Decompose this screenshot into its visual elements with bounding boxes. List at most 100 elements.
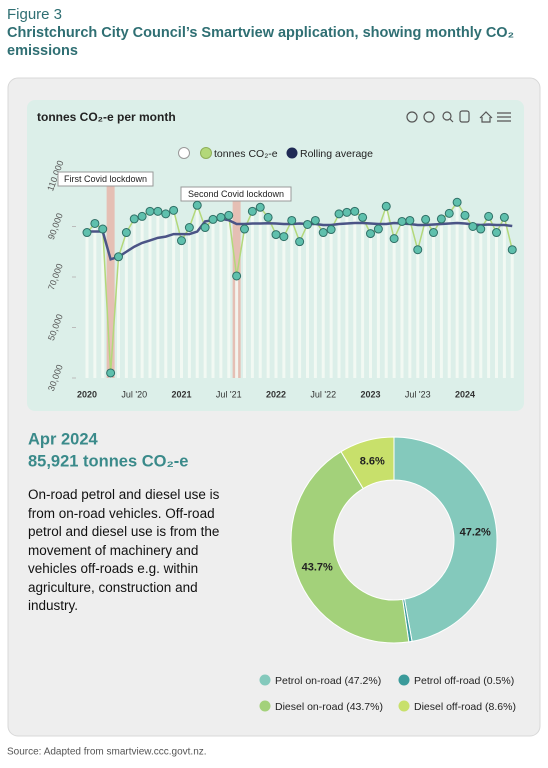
x-tick-label: 2024	[455, 389, 475, 399]
bar	[298, 241, 302, 378]
data-point	[421, 214, 431, 224]
source: Source: Adapted from smartview.ccc.govt.…	[7, 747, 207, 758]
bar	[313, 220, 317, 378]
x-tick-label: Jul '20	[121, 389, 147, 399]
bar	[266, 217, 270, 378]
data-point	[247, 206, 257, 216]
x-tick-label: 2022	[266, 389, 286, 399]
bar	[290, 220, 294, 378]
bar	[148, 211, 152, 378]
data-point	[366, 229, 375, 239]
data-point	[310, 215, 320, 225]
data-point	[429, 228, 438, 238]
bar	[345, 212, 349, 378]
data-point	[121, 228, 131, 238]
legend-label: Diesel off-road (8.6%)	[414, 701, 516, 713]
slice-label: 8.6%	[360, 455, 385, 467]
description: On-road petrol and diesel use is from on…	[28, 487, 220, 613]
chart-title: tonnes CO₂-e per month	[37, 110, 176, 124]
bar	[243, 229, 246, 378]
bar	[439, 218, 443, 378]
donut-slice	[393, 436, 498, 642]
legend-marker	[286, 147, 298, 159]
slice-label: 43.7%	[302, 561, 333, 573]
figure-caption: Christchurch City Council’s Smartview ap…	[7, 25, 515, 59]
data-point	[177, 236, 186, 246]
bar	[424, 219, 428, 378]
data-point	[484, 211, 494, 221]
data-point	[114, 252, 123, 262]
bar	[203, 227, 207, 378]
data-point	[381, 201, 391, 211]
data-point	[145, 206, 155, 216]
x-tick-label: 2023	[360, 389, 380, 399]
data-point	[318, 228, 328, 238]
data-point	[373, 224, 383, 234]
bar	[211, 219, 215, 378]
summary-total: 85,921 tonnes CO₂-e	[28, 452, 188, 470]
legend-marker	[259, 674, 271, 686]
bar	[132, 218, 136, 378]
data-point	[263, 212, 273, 222]
x-tick-label: 2021	[171, 389, 191, 399]
bar	[408, 220, 412, 378]
data-point	[98, 224, 108, 234]
bar	[282, 236, 286, 378]
bar	[392, 238, 396, 378]
data-point	[192, 200, 202, 210]
data-point	[405, 215, 415, 225]
annotation-box	[57, 171, 154, 187]
bar	[416, 249, 420, 378]
bar	[235, 275, 239, 378]
data-point	[499, 212, 509, 222]
data-point	[389, 234, 399, 244]
data-point	[350, 206, 360, 216]
data-point	[208, 214, 218, 224]
bar	[432, 232, 435, 378]
lockdown-band	[106, 185, 115, 378]
bar	[502, 217, 506, 378]
annotation: First Covid lockdown	[64, 174, 147, 184]
bar	[463, 215, 467, 378]
data-point	[326, 225, 336, 235]
data-point	[334, 209, 344, 219]
figure-label: Figure 3	[7, 6, 63, 23]
data-point	[137, 211, 147, 221]
bar	[479, 229, 483, 378]
donut-slice	[340, 436, 395, 490]
rolling-average-line	[87, 217, 513, 261]
bar	[219, 217, 223, 378]
data-point	[161, 209, 171, 219]
bar	[471, 226, 475, 378]
data-point	[468, 222, 478, 231]
data-point	[240, 224, 249, 234]
data-point	[279, 232, 289, 242]
donut-slice	[290, 450, 410, 644]
data-point	[397, 216, 407, 226]
bar	[274, 234, 278, 378]
bar	[124, 232, 128, 378]
bar	[164, 213, 168, 378]
legend-label: Petrol off-road (0.5%)	[414, 675, 514, 687]
data-point	[452, 197, 462, 207]
bar	[495, 232, 498, 378]
data-point	[271, 230, 281, 240]
x-tick-label: Jul '22	[310, 389, 336, 399]
legend-label: tonnes CO₂-e	[214, 148, 278, 160]
summary-month: Apr 2024	[28, 430, 99, 448]
bar	[187, 227, 191, 378]
data-point	[303, 219, 312, 229]
data-point	[255, 202, 265, 212]
bar	[117, 256, 120, 378]
bar	[93, 223, 97, 378]
legend-marker	[398, 674, 410, 686]
bar	[384, 206, 388, 378]
annotation: Second Covid lockdown	[188, 189, 284, 199]
bar	[369, 233, 372, 378]
bar	[337, 213, 341, 378]
data-point	[232, 271, 242, 281]
bar	[180, 240, 183, 378]
